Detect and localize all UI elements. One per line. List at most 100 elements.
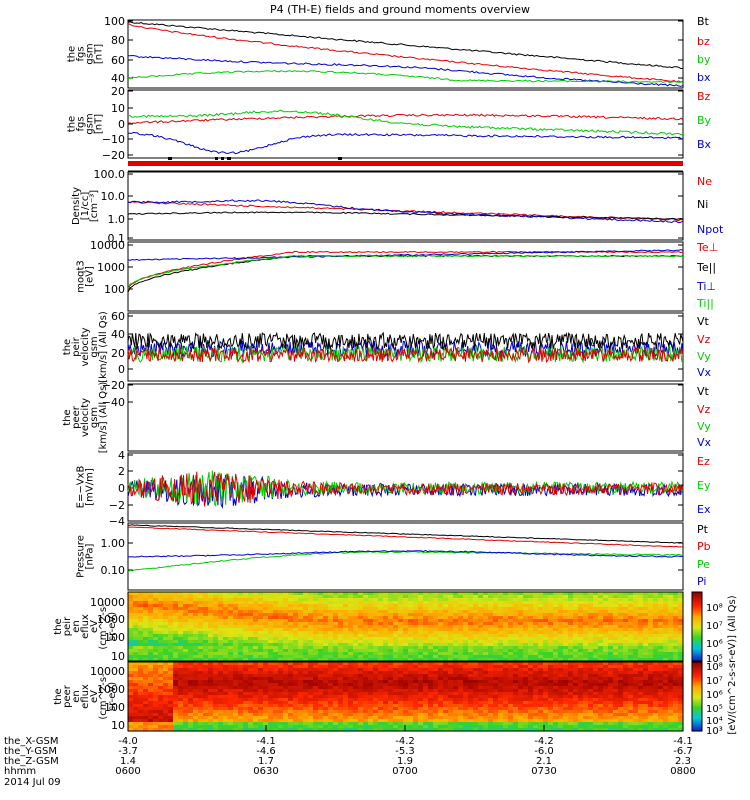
spectro-cell bbox=[308, 695, 314, 699]
spectro-cell bbox=[273, 628, 279, 632]
spectro-cell bbox=[633, 628, 639, 632]
spectro-cell bbox=[428, 671, 434, 675]
spectro-cell bbox=[268, 622, 274, 626]
spectro-cell bbox=[278, 607, 284, 611]
spectro-cell bbox=[593, 604, 599, 608]
spectro-cell bbox=[598, 674, 604, 678]
spectro-cell bbox=[398, 695, 404, 699]
spectro-cell bbox=[333, 692, 339, 696]
spectro-cell bbox=[518, 686, 524, 690]
spectro-cell bbox=[533, 728, 539, 732]
spectro-cell bbox=[458, 677, 464, 681]
spectro-cell bbox=[648, 622, 654, 626]
spectro-cell bbox=[493, 640, 499, 644]
spectro-cell bbox=[528, 655, 534, 659]
spectro-cell bbox=[133, 674, 139, 678]
spectro-cell bbox=[293, 689, 299, 693]
spectro-cell bbox=[538, 637, 544, 641]
spectro-cell bbox=[288, 598, 294, 602]
spectro-cell bbox=[493, 646, 499, 650]
spectro-cell bbox=[228, 716, 234, 720]
spectro-cell bbox=[283, 613, 289, 617]
spectro-cell bbox=[548, 674, 554, 678]
spectro-cell bbox=[358, 680, 364, 684]
spectro-cell bbox=[358, 707, 364, 711]
spectro-cell bbox=[403, 662, 409, 666]
spectro-cell bbox=[543, 716, 549, 720]
spectro-cell bbox=[158, 655, 164, 659]
spectro-cell bbox=[208, 725, 214, 729]
spectro-cell bbox=[488, 671, 494, 675]
spectro-cell bbox=[393, 613, 399, 617]
spectro-cell bbox=[543, 613, 549, 617]
spectro-cell bbox=[288, 658, 294, 662]
spectro-cell bbox=[518, 646, 524, 650]
spectro-cell bbox=[493, 692, 499, 696]
spectro-cell bbox=[153, 701, 159, 705]
spectro-cell bbox=[673, 652, 679, 656]
spectro-cell bbox=[218, 655, 224, 659]
spectro-cell bbox=[443, 719, 449, 723]
spectro-cell bbox=[668, 598, 674, 602]
spectro-cell bbox=[383, 728, 389, 732]
spectro-cell bbox=[533, 643, 539, 647]
y-tick-label: 1.0 bbox=[108, 213, 126, 226]
spectro-cell bbox=[403, 634, 409, 638]
spectro-cell bbox=[508, 677, 514, 681]
y-axis-label: [km/s] (All Qs) bbox=[98, 382, 109, 454]
spectro-cell bbox=[398, 698, 404, 702]
spectro-cell bbox=[318, 646, 324, 650]
spectro-cell bbox=[258, 725, 264, 729]
spectro-cell bbox=[403, 607, 409, 611]
spectro-cell bbox=[173, 680, 179, 684]
spectro-cell bbox=[368, 613, 374, 617]
spectro-cell bbox=[613, 613, 619, 617]
spectro-cell bbox=[588, 692, 594, 696]
spectro-cell bbox=[438, 716, 444, 720]
spectro-cell bbox=[223, 610, 229, 614]
spectro-cell bbox=[493, 686, 499, 690]
spectro-cell bbox=[583, 640, 589, 644]
spectro-cell bbox=[478, 619, 484, 623]
spectro-cell bbox=[548, 680, 554, 684]
spectro-cell bbox=[208, 604, 214, 608]
spectro-cell bbox=[648, 646, 654, 650]
spectro-cell bbox=[443, 674, 449, 678]
spectro-cell bbox=[498, 598, 504, 602]
spectro-cell bbox=[268, 634, 274, 638]
spectro-cell bbox=[378, 619, 384, 623]
spectro-cell bbox=[283, 683, 289, 687]
spectro-cell bbox=[308, 662, 314, 666]
spectro-cell bbox=[383, 616, 389, 620]
spectro-cell bbox=[543, 722, 549, 726]
spectro-cell bbox=[423, 716, 429, 720]
spectro-cell bbox=[348, 710, 354, 714]
spectro-cell bbox=[553, 689, 559, 693]
spectro-cell bbox=[418, 628, 424, 632]
spectro-cell bbox=[503, 716, 509, 720]
spectro-cell bbox=[188, 640, 194, 644]
spectro-cell bbox=[518, 671, 524, 675]
spectro-cell bbox=[443, 640, 449, 644]
spectro-cell bbox=[368, 628, 374, 632]
spectro-cell bbox=[168, 613, 174, 617]
spectro-cell bbox=[508, 674, 514, 678]
spectro-cell bbox=[273, 610, 279, 614]
spectro-cell bbox=[278, 671, 284, 675]
spectro-cell bbox=[158, 592, 164, 596]
spectro-cell bbox=[393, 616, 399, 620]
spectro-cell bbox=[568, 625, 574, 629]
spectro-cell bbox=[673, 592, 679, 596]
spectro-cell bbox=[558, 613, 564, 617]
spectro-cell bbox=[533, 622, 539, 626]
y-tick-label: 0 bbox=[118, 118, 125, 131]
spectro-cell bbox=[343, 680, 349, 684]
spectro-cell bbox=[553, 686, 559, 690]
spectro-cell bbox=[538, 634, 544, 638]
spectro-cell bbox=[373, 725, 379, 729]
spectro-cell bbox=[578, 704, 584, 708]
spectro-cell bbox=[678, 652, 684, 656]
spectro-cell bbox=[358, 692, 364, 696]
spectro-cell bbox=[243, 631, 249, 635]
spectro-cell bbox=[538, 665, 544, 669]
